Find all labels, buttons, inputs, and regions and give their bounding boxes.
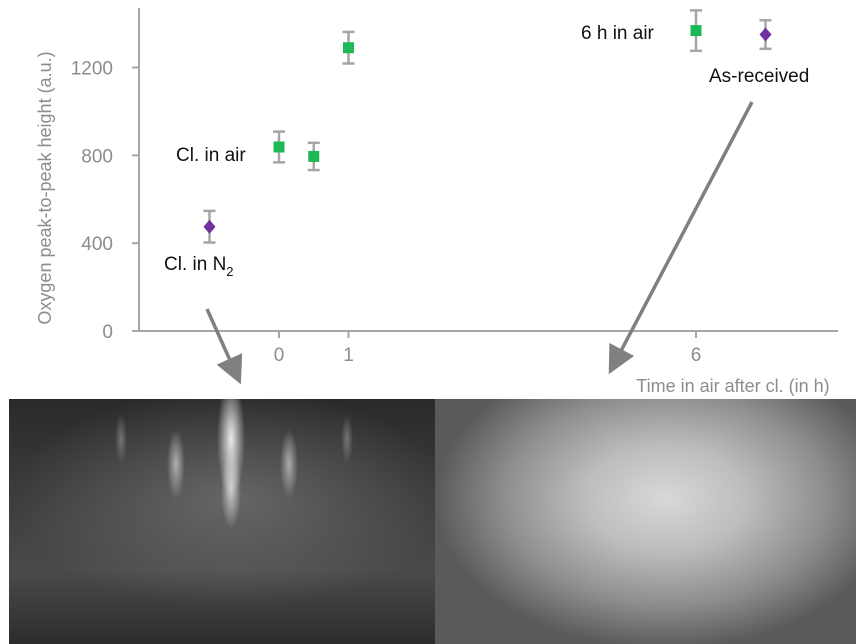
- y-axis-title: Oxygen peak-to-peak height (a.u.): [35, 51, 55, 324]
- y-tick-label: 400: [81, 234, 113, 255]
- arrow-to-left-image: [205, 308, 243, 385]
- x-tick-label: 1: [343, 345, 354, 366]
- y-tick-label: 800: [81, 146, 113, 167]
- data-point-square: [273, 141, 285, 153]
- x-tick-label: 0: [274, 345, 285, 366]
- annotation-cl-in-n2-sub: 2: [226, 264, 233, 279]
- annotation-cl-in-n2: Cl. in N2: [164, 254, 234, 279]
- annotation-cl-in-n2-main: Cl. in N: [164, 254, 226, 275]
- markers: [203, 25, 772, 234]
- data-point-diamond: [759, 27, 772, 42]
- scatter-chart: 0 400 800 1200 0 1 6 Oxygen peak-to-peak heigh…: [35, 8, 838, 396]
- arrows: [205, 101, 754, 385]
- arrow-to-right-image: [608, 101, 754, 375]
- y-tick-label: 0: [102, 322, 113, 343]
- rheed-image-left: [9, 399, 435, 644]
- axes: [138, 8, 838, 332]
- error-bars: [203, 9, 772, 244]
- data-point-diamond: [203, 219, 216, 234]
- annotation-cl-in-air: Cl. in air: [176, 145, 246, 166]
- rheed-image-right: [435, 399, 856, 644]
- ticks: 0 400 800 1200 0 1 6: [71, 58, 702, 366]
- data-point-square: [308, 150, 320, 162]
- data-point-square: [343, 42, 354, 54]
- annotation-6h-in-air: 6 h in air: [581, 23, 655, 44]
- x-tick-label: 6: [691, 345, 702, 366]
- annotation-as-received: As-received: [709, 66, 809, 87]
- data-point-square: [690, 25, 702, 37]
- y-tick-label: 1200: [71, 58, 113, 79]
- x-axis-title: Time in air after cl. (in h): [636, 376, 829, 396]
